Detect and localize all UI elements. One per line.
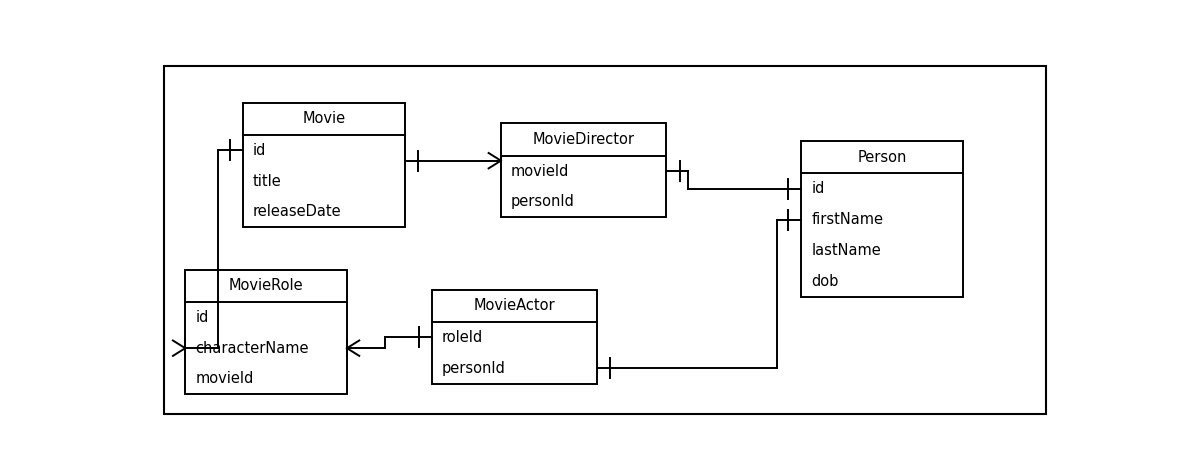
- Text: lastName: lastName: [811, 243, 881, 258]
- Text: characterName: characterName: [195, 341, 308, 356]
- Bar: [501, 123, 666, 217]
- Text: Person: Person: [857, 150, 907, 165]
- Bar: [243, 102, 405, 228]
- Text: id: id: [811, 181, 824, 196]
- Text: MovieActor: MovieActor: [474, 298, 555, 313]
- Text: Movie: Movie: [302, 111, 345, 126]
- Text: movieId: movieId: [195, 371, 254, 387]
- Text: personId: personId: [442, 361, 505, 376]
- Text: id: id: [195, 310, 209, 325]
- Text: releaseDate: releaseDate: [253, 204, 341, 219]
- Text: firstName: firstName: [811, 212, 883, 227]
- Text: roleId: roleId: [442, 330, 483, 345]
- Bar: [185, 269, 347, 395]
- Bar: [801, 141, 963, 297]
- Text: MovieRole: MovieRole: [229, 278, 304, 293]
- Text: title: title: [253, 174, 282, 188]
- Text: MovieDirector: MovieDirector: [533, 132, 634, 147]
- Text: personId: personId: [511, 194, 575, 209]
- Text: movieId: movieId: [511, 164, 569, 178]
- Bar: [431, 290, 598, 384]
- Text: id: id: [253, 143, 267, 158]
- Text: dob: dob: [811, 274, 839, 288]
